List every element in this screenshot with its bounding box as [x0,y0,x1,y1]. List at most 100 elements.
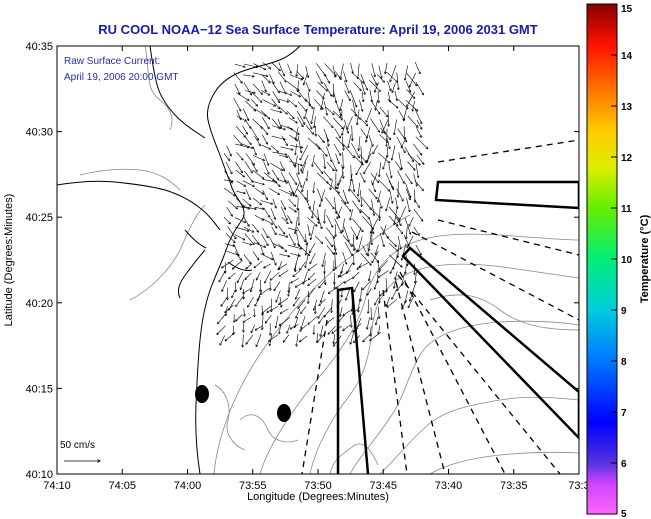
current-vector [415,81,424,95]
current-vector [394,90,397,101]
current-vector [280,172,286,181]
current-vector [319,314,325,323]
current-vector [234,217,246,223]
current-vector [245,100,255,111]
current-vector [361,197,372,209]
current-vector [386,197,391,211]
current-vector [287,324,291,334]
current-vector [278,98,289,102]
current-vector [233,72,242,84]
current-vector [235,125,245,137]
current-vector [369,217,374,234]
current-vector [319,298,326,306]
current-vector [342,251,347,264]
current-vector [412,100,415,111]
current-vector [363,332,372,342]
current-vector [279,91,292,95]
current-vector [415,136,428,149]
current-vector [295,253,300,270]
current-vector [217,325,226,335]
current-vector [344,119,348,133]
current-vector [295,279,308,287]
current-vector [244,161,253,173]
current-vector [398,244,400,258]
current-vector [270,251,276,265]
current-vector [395,271,398,279]
current-vector [243,254,251,263]
current-vector [414,180,424,190]
current-vector [368,188,378,199]
current-vector [332,110,341,118]
current-vector [334,218,342,234]
y-tick-label: 40:35 [25,41,53,53]
current-vector [335,153,340,164]
current-vector [407,161,416,171]
current-vector [236,206,250,208]
current-vector [311,225,315,240]
current-vector [301,154,309,171]
current-vector [279,81,286,94]
current-vector [270,208,275,219]
current-vector [244,233,255,245]
current-vector [342,189,348,204]
current-vector [413,226,420,236]
current-vector [271,62,281,71]
current-vector [413,198,419,208]
buoy-marker-2 [277,404,291,422]
current-vector [406,188,410,200]
current-vector [375,82,380,92]
current-vector [251,278,255,292]
current-vector [276,315,279,328]
current-vector [290,91,301,96]
current-vector [265,270,272,283]
y-tick-label: 40:15 [25,383,53,395]
current-vector [323,101,327,115]
current-vector [360,190,361,206]
current-vector [352,307,360,314]
current-vector [323,170,332,180]
current-vector [278,154,288,157]
current-vector [317,215,322,229]
current-vector [333,117,343,129]
current-vector [403,108,407,120]
current-vector [234,251,241,261]
current-vector [291,277,300,283]
current-vector [378,325,381,334]
current-vector [360,128,368,138]
current-vector [395,216,402,226]
current-vector [236,115,247,121]
current-vector [279,317,291,325]
current-vector [293,270,301,277]
current-vector [388,164,392,178]
current-vector [287,98,297,107]
current-vector [316,188,322,202]
current-vector [225,332,236,341]
current-vector [334,71,341,80]
current-vector [405,182,410,198]
current-vector [343,308,353,316]
current-vector [246,335,254,344]
current-vector [388,109,389,126]
current-vector [320,325,324,336]
current-vector [278,62,285,76]
current-vector [359,208,370,219]
current-vector [293,297,300,306]
current-vector [254,214,264,220]
current-vector [407,91,415,107]
current-vector [261,217,273,224]
current-vector [378,198,382,209]
current-vector [272,151,286,155]
current-vector [334,208,340,218]
current-vector [370,100,380,114]
current-vector [278,263,288,270]
current-vector [349,90,357,107]
current-vector [271,98,279,109]
current-vector [223,153,230,160]
current-vector [415,244,421,255]
current-vector [366,126,371,143]
current-vector [276,290,281,302]
current-vector [305,98,313,109]
current-vector [387,80,391,91]
current-vector [342,125,346,135]
scale-arrow-label: 50 cm/s [60,440,95,451]
